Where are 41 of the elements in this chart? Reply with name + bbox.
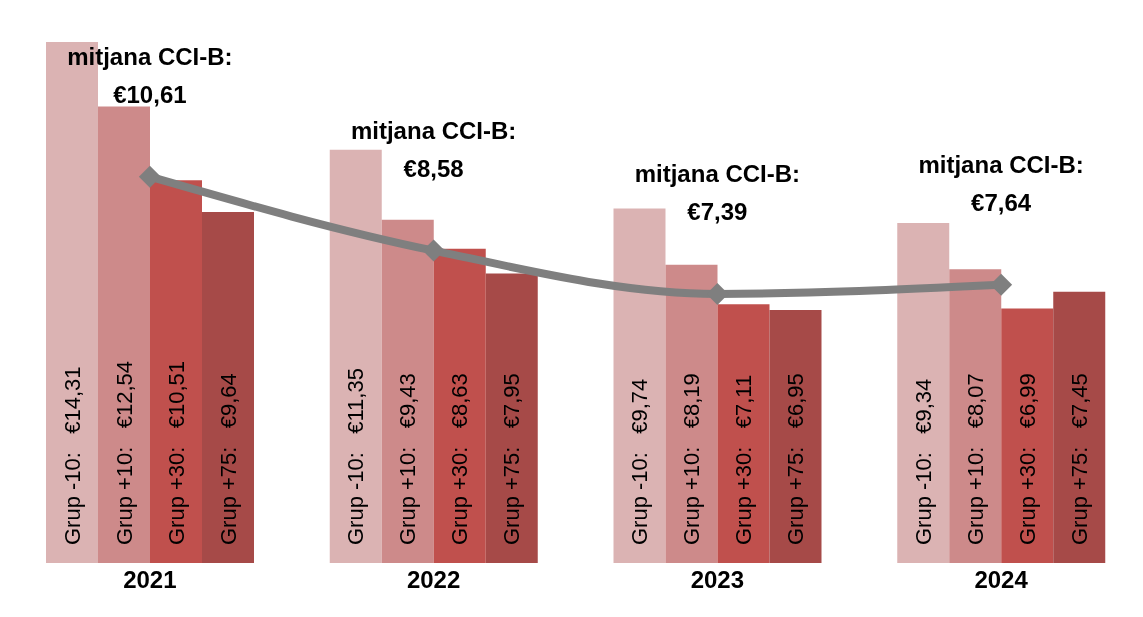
data-label: Grup +10: €8,19: [679, 373, 704, 545]
bar: [202, 212, 254, 563]
bar: [98, 106, 150, 563]
bar: [769, 309, 822, 563]
data-label: Grup -10: €9,34: [910, 378, 936, 545]
bar: [150, 180, 202, 563]
data-label: Grup +30: €7,11: [731, 374, 756, 545]
data-label: Grup -10: €14,31: [59, 366, 85, 545]
data-label: Grup -10: €11,35: [343, 368, 369, 545]
bar: [381, 219, 434, 563]
data-label: Grup +10: €8,07: [962, 373, 988, 545]
x-tick-label: 2022: [406, 566, 461, 594]
bar: [433, 248, 486, 563]
data-label: Grup +30: €6,99: [1014, 373, 1040, 545]
bar: [717, 304, 770, 563]
data-label: Grup +10: €9,43: [395, 373, 421, 545]
data-label: Grup +30: €10,51: [163, 360, 189, 545]
bar: [485, 273, 538, 563]
data-label: mitjana CCI-B: €7,39: [634, 159, 801, 225]
data-label: Grup +75: €7,95: [499, 373, 525, 545]
bar: [897, 222, 950, 563]
bar: [665, 264, 718, 563]
data-label: mitjana CCI-B: €7,64: [918, 150, 1084, 216]
bar: [1001, 308, 1054, 563]
data-label: mitjana CCI-B: €10,61: [67, 42, 233, 108]
bar: [949, 269, 1002, 563]
point: [138, 165, 161, 188]
data-label: Grup +30: €8,63: [447, 373, 473, 545]
point: [422, 239, 445, 262]
data-label: Grup +75: €6,95: [783, 373, 808, 545]
data-label: Grup +10: €12,54: [111, 360, 137, 545]
x-tick-label: 2024: [974, 566, 1029, 594]
data-label: Grup +75: €9,64: [215, 373, 241, 545]
data-label: Grup +75: €7,45: [1066, 373, 1092, 545]
bar: [329, 149, 382, 563]
bar: [613, 208, 666, 563]
x-tick-label: 2021: [123, 566, 177, 594]
bar: [1053, 291, 1106, 563]
x-tick-label: 2023: [690, 566, 745, 594]
data-label: Grup -10: €9,74: [627, 378, 652, 545]
data-label: mitjana CCI-B: €8,58: [350, 116, 517, 182]
